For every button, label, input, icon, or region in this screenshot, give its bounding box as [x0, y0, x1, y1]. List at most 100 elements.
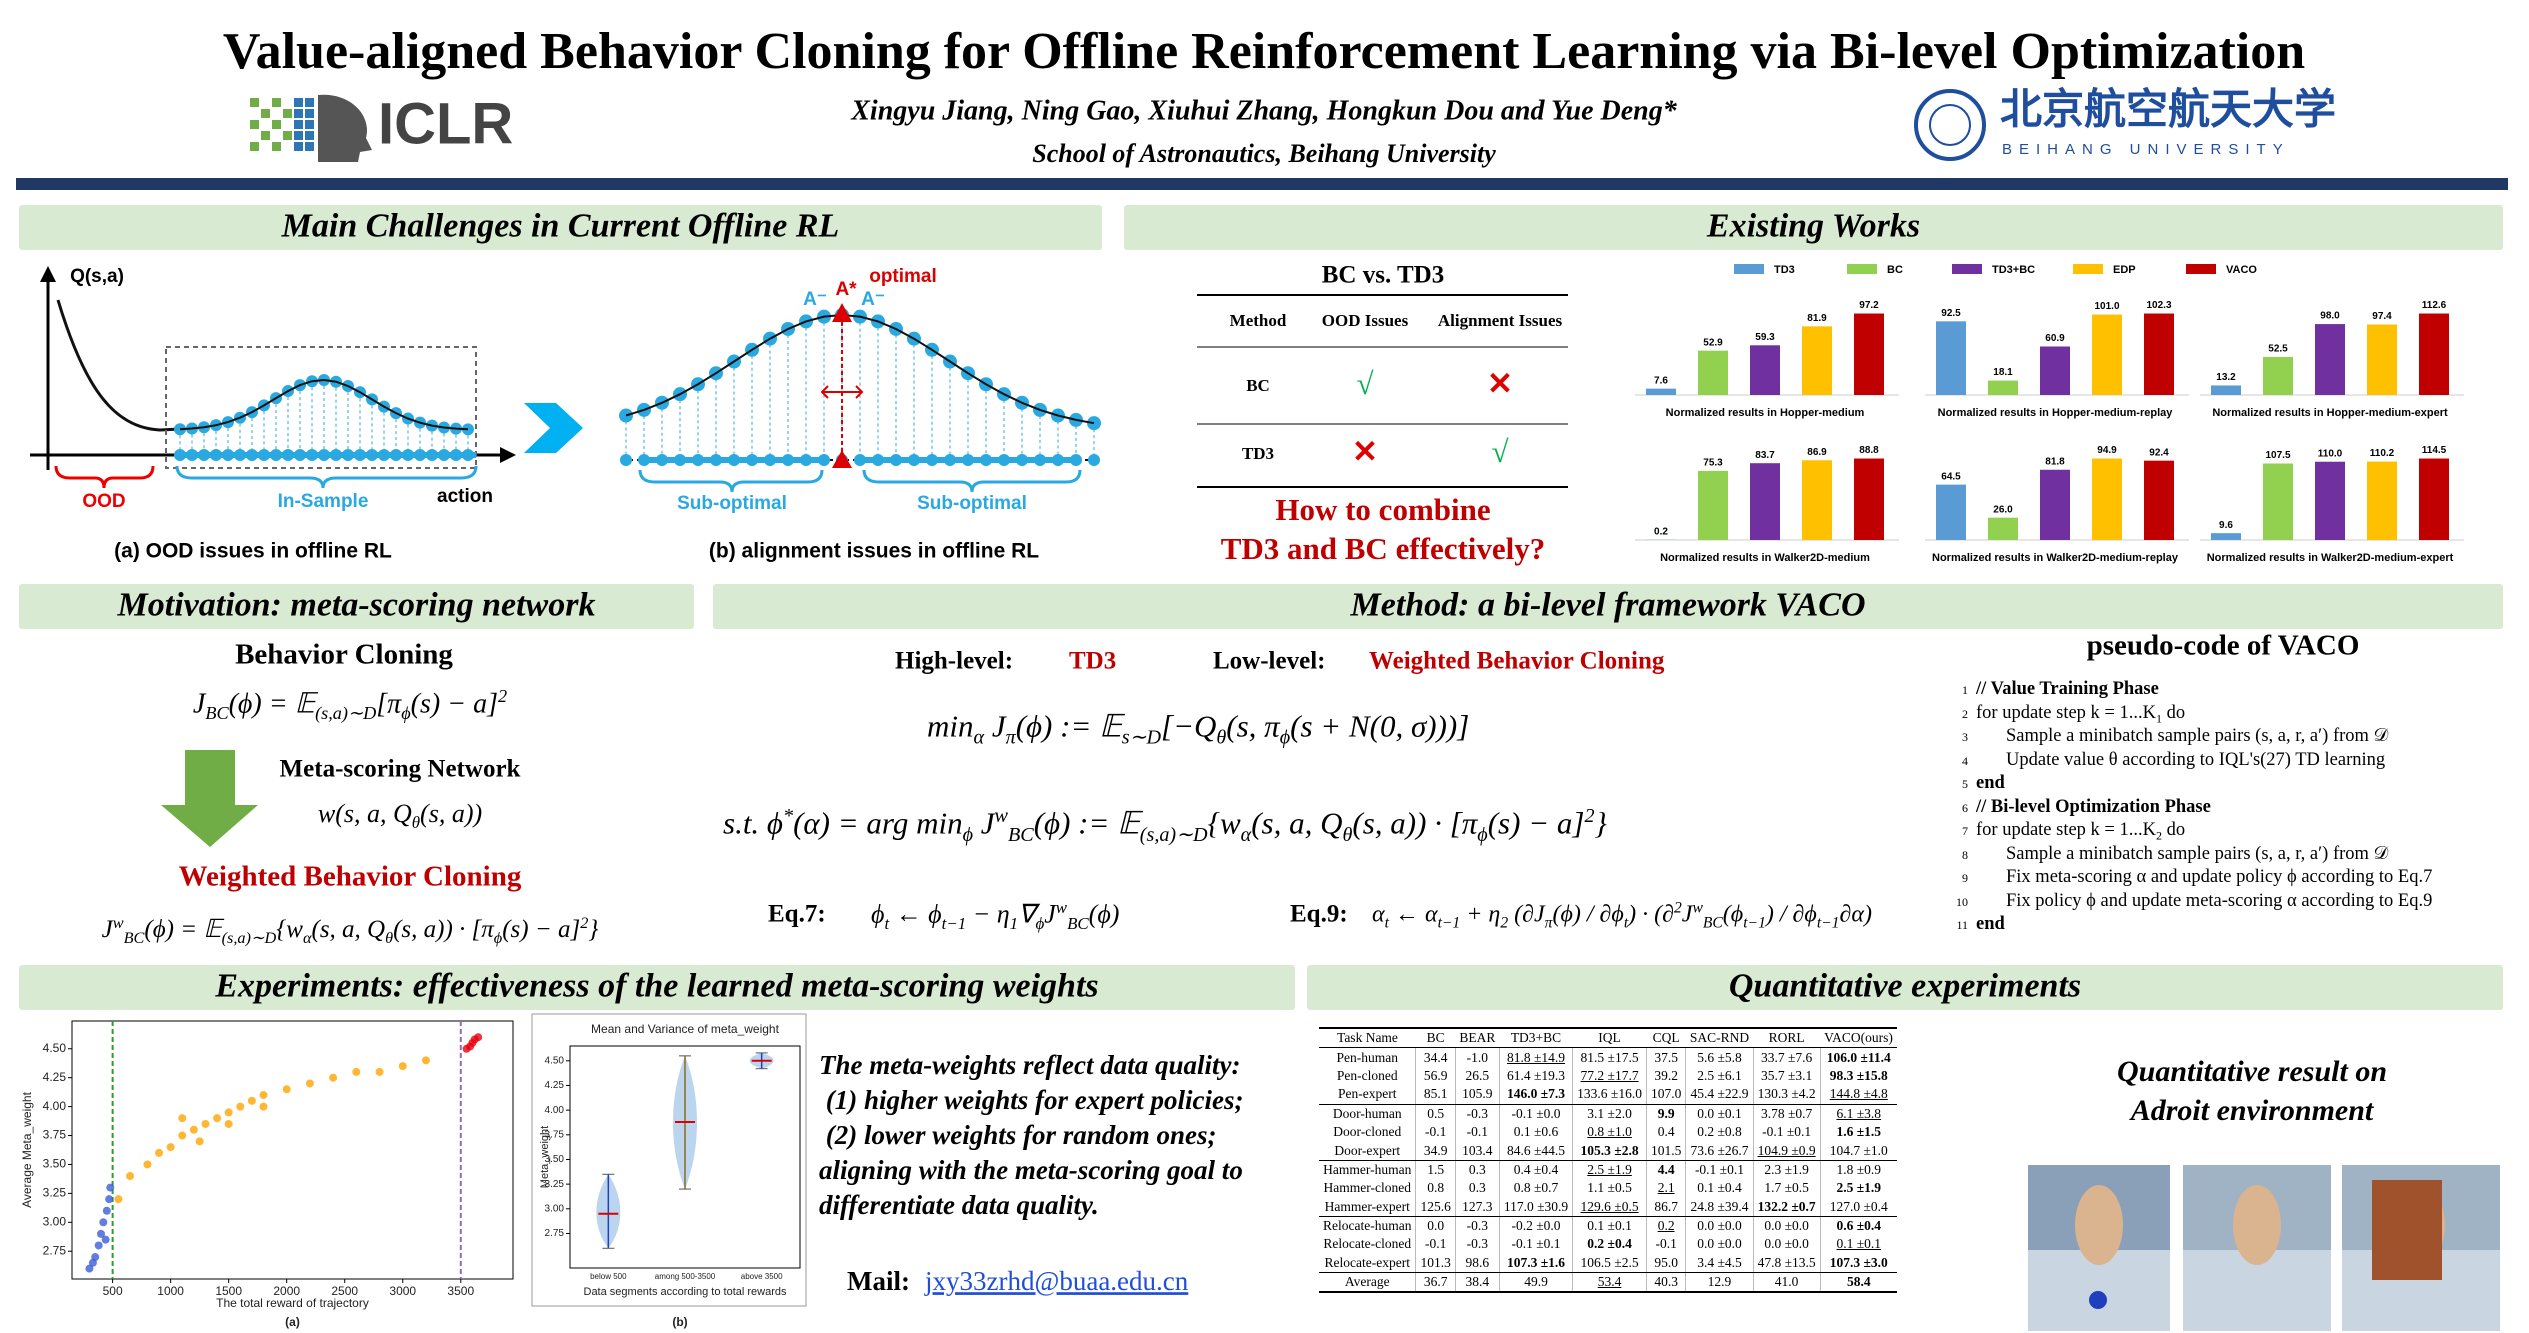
table-cell: 0.2 ±0.8 — [1685, 1122, 1754, 1142]
table-cell: 107.3 ±3.0 — [1819, 1253, 1897, 1274]
x-tick-label: among 500-3500 — [655, 1272, 716, 1281]
table-cell: 117.0 ±30.9 — [1498, 1197, 1573, 1217]
logo-pixel — [272, 142, 281, 151]
table-row: Door-expert 34.9 103.4 84.6 ±44.5 105.3 ±2.8… — [1319, 1141, 1897, 1161]
table-cell: Hammer-expert — [1319, 1197, 1416, 1217]
table-cell: 85.1 — [1415, 1085, 1456, 1105]
table-cell: 0.0 ±0.0 — [1752, 1216, 1821, 1236]
point — [259, 1102, 268, 1111]
sample-dot — [980, 454, 992, 466]
in-sample-box — [165, 346, 477, 469]
sample-dot — [222, 449, 234, 461]
bar — [2419, 313, 2449, 395]
table-cell: 2.1 — [1645, 1179, 1686, 1198]
sample-dot — [270, 449, 282, 461]
table-cell: 0.6 ±0.4 — [1819, 1216, 1897, 1236]
sub-optimal-brace — [638, 469, 824, 493]
level-value: TD3 — [1069, 648, 1116, 675]
sample-dot — [1016, 454, 1028, 466]
axis-arrow — [40, 266, 56, 282]
value-label: 75.3 — [1703, 458, 1723, 469]
table-cell: Relocate-cloned — [1323, 1236, 1412, 1252]
sample-dot — [908, 454, 920, 466]
poster-title: Value-aligned Behavior Cloning for Offli… — [223, 23, 2305, 80]
sample-dot — [330, 449, 342, 461]
table-cell: 0.4 ±0.4 — [1498, 1160, 1573, 1180]
down-arrow — [161, 750, 258, 847]
table-header: VACO(ours) — [1820, 1027, 1897, 1049]
chart-title: Normalized results in Hopper-medium-expe… — [2212, 407, 2448, 419]
q-curve — [179, 378, 469, 431]
code-line: 7 for update step k = 1...K2 do — [1952, 819, 2432, 843]
equation-label: Eq.7: — [768, 901, 826, 928]
table-cell: 0.2 — [1645, 1216, 1686, 1236]
y-tick-label: 3.50 — [43, 1157, 67, 1171]
x-tick-label: below 500 — [590, 1272, 627, 1281]
university-seal — [1914, 89, 1986, 161]
code-title: pseudo-code of VACO — [2087, 630, 2360, 662]
logo-pixel — [305, 142, 314, 151]
a-star-label: A* — [835, 279, 857, 300]
section-title: Main Challenges in Current Offline RL — [281, 207, 840, 244]
legend-swatch — [2186, 264, 2216, 274]
value-label: 18.1 — [1993, 367, 2013, 378]
sample-dot — [746, 454, 758, 466]
table-cell: 40.3 — [1645, 1272, 1686, 1294]
bar — [2211, 385, 2241, 395]
table-header: IQL — [1572, 1027, 1647, 1049]
table-cell: 0.8 — [1415, 1179, 1456, 1198]
section-header-bg — [713, 584, 2503, 629]
axis-label: Q(s,a) — [70, 266, 124, 287]
table-cell: 26.5 — [1454, 1066, 1500, 1086]
sample-dot — [674, 454, 686, 466]
sample-dot — [366, 449, 378, 461]
formula: JBC(ϕ) = 𝔼(s,a)∼D[πϕ(s) − a]2 — [192, 686, 508, 723]
table-cell: Relocate-expert — [1319, 1253, 1416, 1274]
legend-label: BC — [1887, 264, 1903, 276]
table-header-row: Task Name BC BEAR TD3+BC IQL CQL SAC-RND RORL VA… — [1319, 1027, 1897, 1049]
point — [224, 1108, 233, 1117]
optimal-marker — [832, 450, 852, 468]
y-tick-label: 3.75 — [545, 1129, 565, 1140]
section-title: Method: a bi-level framework VACO — [1350, 586, 1866, 623]
y-tick-label: 4.25 — [43, 1070, 67, 1084]
code-text: Fix meta-scoring α and update policy ϕ a… — [2006, 867, 2433, 887]
table-cell: 2.5 ±1.9 — [1572, 1160, 1647, 1180]
x-tick-label: 1000 — [157, 1284, 184, 1298]
point — [143, 1160, 152, 1169]
email-link[interactable]: jxy33zrhd@buaa.edu.cn — [924, 1266, 1189, 1296]
table-cell: -0.1 — [1645, 1235, 1686, 1254]
logo-pixel — [294, 142, 303, 151]
table-cell: 0.1 ±0.6 — [1498, 1122, 1573, 1142]
value-label: 26.0 — [1993, 504, 2013, 515]
sample-dot — [1070, 454, 1082, 466]
y-tick-label: 4.50 — [43, 1041, 67, 1055]
value-label: 114.5 — [2422, 445, 2447, 456]
table-row: Door-human 0.5 -0.3 -0.1 ±0.0 3.1 ±2.0 9.9 0.0… — [1319, 1104, 1897, 1123]
level-label: Low-level: — [1213, 648, 1325, 675]
table-cell: 1.7 ±0.5 — [1752, 1179, 1821, 1198]
logo-pixel — [305, 109, 314, 118]
table-cell: 104.7 ±1.0 — [1819, 1141, 1897, 1161]
code-text: // Bi-level Optimization Phase — [1976, 796, 2211, 817]
value-label: 112.6 — [2422, 300, 2447, 311]
sample-dot — [402, 449, 414, 461]
code-text: end — [1976, 773, 2005, 793]
x-tick-label: 2000 — [273, 1284, 300, 1298]
value-label: 110.0 — [2318, 448, 2343, 459]
bar — [1802, 326, 1832, 395]
table-cell: 45.4 ±22.9 — [1685, 1085, 1754, 1105]
sample-dot — [462, 449, 474, 461]
table-cell: -0.1 — [1454, 1122, 1500, 1142]
table-cell: 105.9 — [1454, 1085, 1500, 1105]
value-label: 86.9 — [1807, 447, 1827, 458]
bar — [2263, 463, 2293, 540]
point — [97, 1229, 106, 1238]
table-cell: 0.8 ±1.0 — [1572, 1122, 1647, 1142]
note: Adroit environment — [2129, 1094, 2375, 1127]
line-number: 7 — [1962, 824, 1968, 838]
point — [105, 1195, 114, 1204]
table-row: Hammer-human 1.5 0.3 0.4 ±0.4 2.5 ±1.9 4.4 -0.… — [1319, 1160, 1897, 1180]
table-cell: √ — [1491, 434, 1508, 469]
value-label: 9.6 — [2219, 520, 2233, 531]
